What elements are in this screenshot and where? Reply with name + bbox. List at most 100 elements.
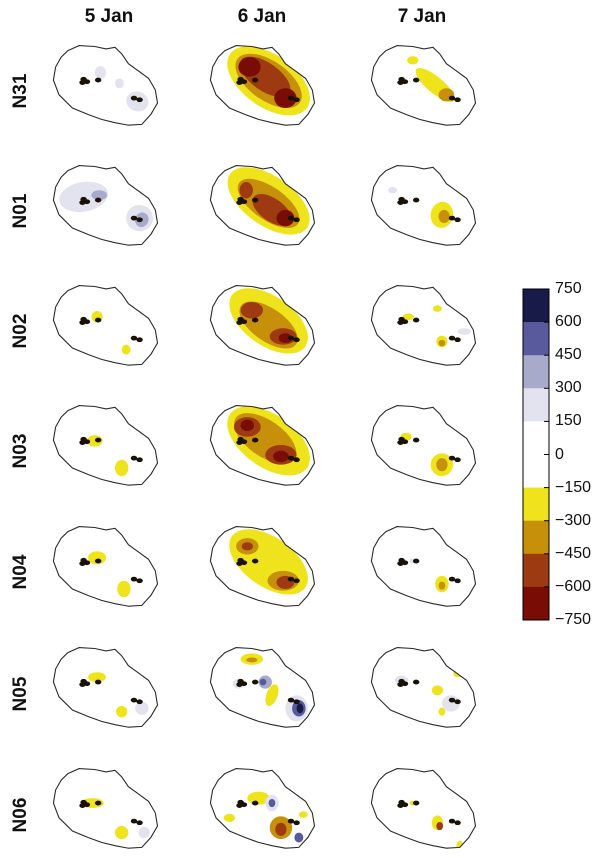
- colorbar-tick-label-450: 450: [555, 346, 582, 364]
- contour-patch: [240, 302, 263, 319]
- colorbar-block: [523, 520, 549, 555]
- summit-marker: [412, 558, 420, 564]
- island-outline: [209, 526, 316, 607]
- map-panel-n31-6-jan: [209, 45, 316, 126]
- summit-marker: [94, 437, 102, 443]
- colorbar-tick-label-150: 150: [555, 412, 582, 430]
- summit-marker: [94, 679, 102, 685]
- contour-patch: [114, 459, 129, 477]
- contour-layer: [402, 305, 472, 348]
- summit-marker: [79, 320, 86, 325]
- contour-patch: [298, 811, 308, 818]
- contour-patch: [274, 88, 297, 108]
- colorbar-tick-label-0: 0: [555, 445, 564, 463]
- island-outline: [370, 768, 477, 849]
- summit-marker: [79, 200, 86, 205]
- colorbar-tick-label-neg450: −450: [555, 544, 592, 562]
- summit-marker: [251, 77, 259, 83]
- summit-marker: [454, 97, 461, 103]
- summit-marker: [293, 337, 300, 343]
- summit-marker: [293, 97, 300, 103]
- summit-marker: [412, 437, 420, 443]
- colorbar-tick-label-neg750: −750: [555, 611, 592, 628]
- contour-patch: [275, 822, 287, 836]
- contour-patch: [438, 339, 446, 347]
- summit-marker: [454, 699, 461, 705]
- contour-patch: [117, 580, 131, 598]
- summit-marker: [236, 320, 243, 325]
- summit-marker: [454, 578, 461, 584]
- contour-patch: [239, 182, 253, 199]
- contour-patch: [436, 458, 448, 472]
- contour-patch: [91, 190, 108, 201]
- summit-marker: [293, 820, 300, 826]
- summit-marker: [412, 197, 420, 203]
- island-outline: [52, 405, 159, 486]
- map-panel-n01-7-jan: [370, 165, 477, 246]
- summit-marker: [448, 335, 456, 341]
- map-panel-n01-5-jan: [52, 165, 159, 246]
- summit-marker: [236, 200, 243, 205]
- contour-patch: [273, 450, 289, 463]
- summit-marker: [94, 77, 102, 83]
- contour-layer: [407, 56, 455, 103]
- summit-marker: [94, 197, 102, 203]
- contour-layer: [223, 791, 308, 843]
- island-outline: [370, 165, 477, 246]
- summit-marker: [293, 699, 300, 705]
- contour-patch: [441, 695, 460, 712]
- summit-marker: [94, 558, 102, 564]
- map-panel-n03-6-jan: [209, 405, 316, 486]
- map-panel-n04-7-jan: [370, 526, 477, 607]
- map-panel-n05-7-jan: [370, 647, 477, 728]
- summit-marker: [94, 317, 102, 323]
- summit-marker: [79, 803, 86, 808]
- summit-marker: [236, 440, 243, 445]
- contour-patch: [432, 305, 442, 312]
- contour-patch: [223, 813, 235, 822]
- summit-marker: [130, 455, 138, 461]
- summit-marker: [454, 457, 461, 463]
- contour-patch: [438, 581, 446, 590]
- summit-marker: [448, 455, 456, 461]
- summit-marker: [454, 820, 461, 826]
- island-outline: [370, 405, 477, 486]
- colorbar-tick-label-neg150: −150: [555, 478, 592, 496]
- summit-marker: [412, 317, 420, 323]
- colorbar-tick-label-600: 600: [555, 313, 582, 331]
- colorbar-block: [523, 289, 549, 323]
- map-panel-n04-5-jan: [52, 526, 159, 607]
- contour-patch: [294, 832, 304, 843]
- contour-patch: [88, 672, 106, 683]
- summit-marker: [94, 800, 102, 806]
- summit-marker: [448, 697, 456, 703]
- island-outline: [370, 526, 477, 607]
- summit-marker: [287, 455, 295, 461]
- contour-patch: [88, 551, 106, 565]
- contour-layer: [388, 186, 454, 228]
- summit-marker: [79, 682, 86, 687]
- map-panel-n06-5-jan: [52, 768, 159, 849]
- island-outline: [209, 285, 316, 366]
- summit-marker: [251, 558, 259, 564]
- contour-layer: [86, 435, 129, 477]
- column-title-6-jan: 6 Jan: [237, 6, 287, 27]
- contour-patch: [457, 328, 472, 335]
- summit-marker: [130, 576, 138, 582]
- contour-patch: [114, 826, 129, 840]
- contour-patch: [431, 685, 444, 696]
- contour-patch: [388, 186, 398, 194]
- summit-marker: [287, 95, 295, 101]
- colorbar-block: [523, 322, 549, 356]
- island-outline: [370, 45, 477, 126]
- contour-patch: [241, 542, 253, 551]
- island-outline: [52, 45, 159, 126]
- contour-patch: [276, 209, 295, 227]
- summit-marker: [130, 215, 138, 221]
- contour-patch: [278, 333, 293, 344]
- map-panel-n05-6-jan: [209, 647, 316, 728]
- contour-patch: [138, 826, 150, 839]
- contour-patch: [436, 821, 444, 831]
- summit-marker: [287, 697, 295, 703]
